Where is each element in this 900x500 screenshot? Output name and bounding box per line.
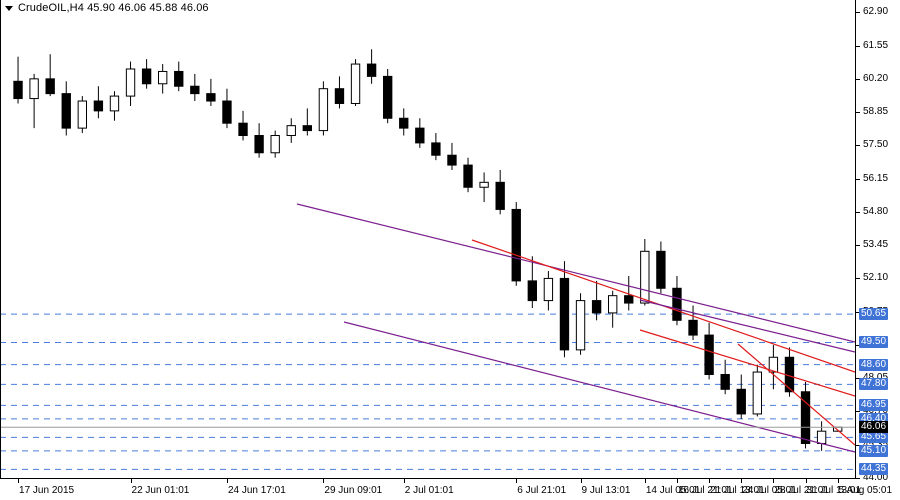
price-level-label[interactable]: 46.95 bbox=[859, 399, 889, 412]
price-tick-mark bbox=[856, 278, 860, 280]
price-level-label[interactable]: 48.60 bbox=[859, 358, 889, 371]
time-tick-mark bbox=[226, 479, 228, 483]
symbol-ohlc-label: CrudeOIL,H4 45.90 46.06 45.88 46.06 bbox=[18, 2, 209, 14]
price-level-label[interactable]: 45.10 bbox=[859, 444, 889, 457]
current-price-label: 46.06 bbox=[859, 421, 889, 434]
plot-left-border bbox=[0, 0, 1, 478]
time-tick-mark bbox=[676, 479, 678, 483]
plot-area[interactable] bbox=[0, 0, 855, 478]
time-tick-label: 2 Jul 01:01 bbox=[404, 485, 454, 496]
price-tick-mark bbox=[856, 112, 860, 114]
time-tick-label: 21 Jul 13:01 bbox=[710, 485, 765, 496]
price-axis[interactable]: 62.90 61.55 60.20 58.85 57.50 56.15 54.80 53.45… bbox=[856, 0, 900, 483]
time-tick-mark bbox=[130, 479, 132, 483]
price-level-label[interactable]: 47.80 bbox=[859, 378, 889, 391]
price-level-label[interactable]: 50.65 bbox=[859, 308, 889, 321]
time-tick-mark bbox=[516, 479, 518, 483]
price-tick-mark bbox=[856, 245, 860, 247]
time-tick-mark bbox=[709, 479, 711, 483]
time-tick-label: 5 Aug 05:01 bbox=[838, 485, 893, 496]
y-axis-line bbox=[855, 0, 856, 478]
time-tick-label: 24 Jul 05:01 bbox=[742, 485, 797, 496]
price-tick-mark bbox=[856, 311, 860, 313]
price-tick-label: 62.90 bbox=[863, 6, 889, 18]
price-tick-mark bbox=[856, 478, 860, 479]
time-tick-mark bbox=[837, 479, 839, 483]
time-tick-label: 17 Jun 2015 bbox=[19, 485, 75, 496]
price-tick-label: 60.20 bbox=[863, 72, 889, 84]
candlestick-series bbox=[13, 49, 843, 451]
time-tick-label: 6 Jul 21:01 bbox=[517, 485, 567, 496]
price-tick-mark bbox=[856, 378, 860, 380]
price-tick-label: 45.35 bbox=[863, 439, 888, 450]
price-tick-label: 58.85 bbox=[863, 106, 889, 118]
price-tick-mark bbox=[856, 178, 860, 180]
price-tick-mark bbox=[856, 411, 860, 413]
price-tick-label: 53.45 bbox=[863, 239, 889, 251]
price-tick-mark bbox=[856, 45, 860, 47]
time-tick-label: 28 Jul 21:01 bbox=[774, 485, 829, 496]
time-tick-label: 24 Jun 17:01 bbox=[227, 485, 286, 496]
time-tick-label: 16 Jul 21:01 bbox=[677, 485, 733, 496]
time-tick-mark bbox=[805, 479, 807, 483]
price-tick-label: 61.55 bbox=[863, 39, 889, 51]
chevron-down-icon[interactable] bbox=[5, 5, 13, 11]
time-tick-mark bbox=[403, 479, 405, 483]
price-tick-label: 57.50 bbox=[863, 139, 889, 151]
time-tick-label: 22 Jun 01:01 bbox=[131, 485, 190, 496]
time-tick-mark bbox=[741, 479, 743, 483]
price-tick-mark bbox=[856, 444, 860, 446]
price-tick-mark bbox=[856, 78, 860, 80]
price-tick-mark bbox=[856, 344, 860, 346]
price-tick-label: 56.15 bbox=[863, 172, 889, 184]
price-level-label[interactable]: 49.50 bbox=[859, 336, 889, 349]
time-tick-label: 9 Jul 13:01 bbox=[581, 485, 631, 496]
price-tick-mark bbox=[856, 12, 860, 14]
price-tick-label: 52.10 bbox=[863, 272, 889, 284]
price-tick-label: 54.80 bbox=[863, 205, 889, 217]
time-tick-mark bbox=[644, 479, 646, 483]
price-tick-mark bbox=[856, 211, 860, 213]
time-tick-label: 31 Jul 13:01 bbox=[806, 485, 862, 496]
trendline-overlay bbox=[296, 203, 855, 453]
x-axis-line bbox=[0, 478, 856, 479]
chart-header: CrudeOIL,H4 45.90 46.06 45.88 46.06 bbox=[0, 0, 209, 16]
time-tick-label: 14 Jul 05:01 bbox=[645, 485, 701, 496]
price-tick-label: 48.05 bbox=[863, 373, 888, 383]
time-tick-mark bbox=[323, 479, 325, 483]
time-axis[interactable]: 17 Jun 2015 22 Jun 01:01 24 Jun 17:01 29 Ju… bbox=[0, 479, 892, 500]
price-tick-mark bbox=[856, 145, 860, 147]
time-tick-mark bbox=[773, 479, 775, 483]
time-tick-label: 29 Jun 09:01 bbox=[324, 485, 383, 496]
price-level-label[interactable]: 44.35 bbox=[859, 463, 889, 476]
price-level-label[interactable]: 45.65 bbox=[859, 431, 889, 444]
time-tick-mark bbox=[18, 479, 20, 483]
time-tick-mark bbox=[580, 479, 582, 483]
price-tick-label: 44.00 bbox=[863, 472, 889, 483]
current-price-line bbox=[0, 426, 855, 428]
